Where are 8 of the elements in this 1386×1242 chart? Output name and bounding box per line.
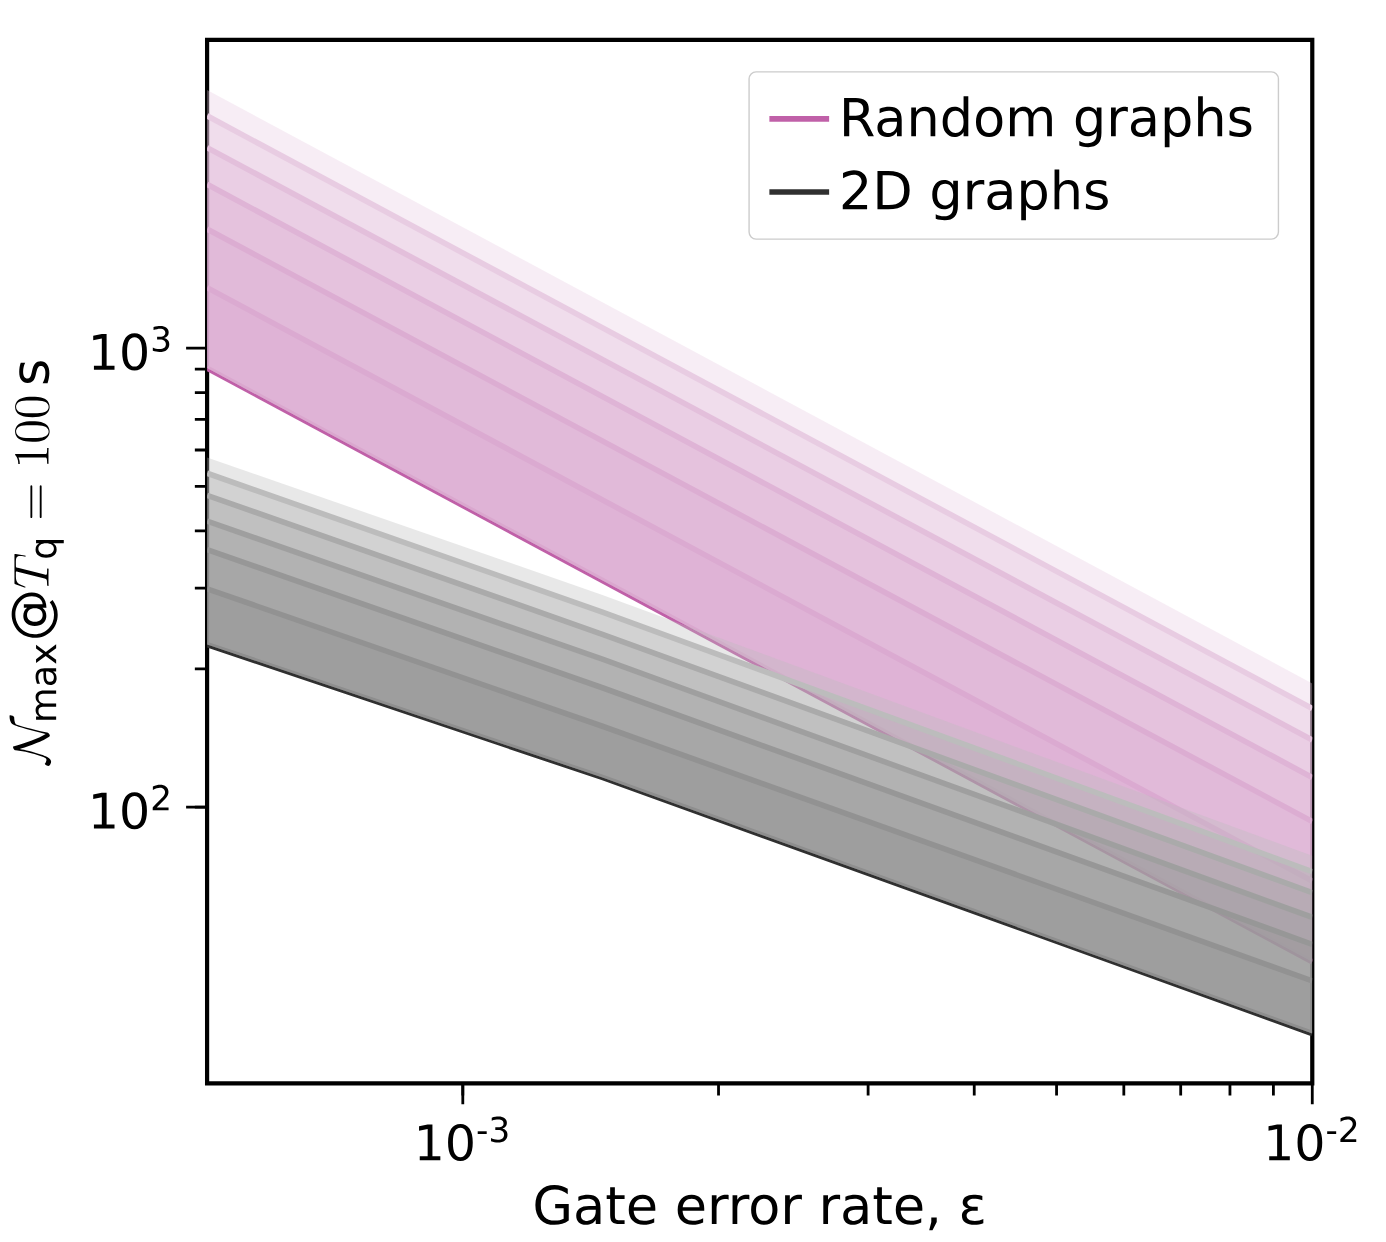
- legend-label: Random graphs: [844, 96, 1252, 148]
- x-tick-label: 10$^{-3}$: [419, 1116, 508, 1162]
- legend-label: 2D graphs: [842, 169, 1108, 221]
- y-tick-label: 10$^{3}$: [93, 326, 170, 371]
- x-axis-title: Gate error rate, ε: [535, 1185, 984, 1231]
- x-tick-label: 10$^{-2}$: [1268, 1116, 1357, 1162]
- y-tick-label: 10$^{2}$: [93, 784, 169, 830]
- y-axis-title: $\mathcal{N}_{\rm max}@T_{\rm q} = 100\,{\rm s}$: [9, 361, 64, 767]
